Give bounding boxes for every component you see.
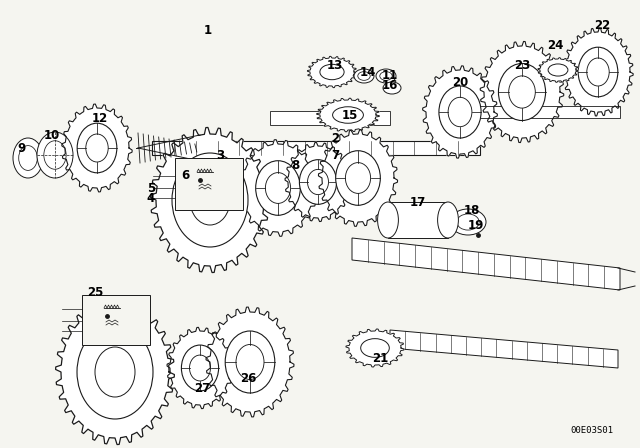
Ellipse shape [177,159,243,241]
Polygon shape [56,299,174,444]
Text: 9: 9 [18,142,26,155]
Ellipse shape [499,64,545,121]
Polygon shape [167,327,233,409]
Ellipse shape [37,132,73,178]
Ellipse shape [13,138,43,178]
Polygon shape [317,98,380,132]
Ellipse shape [548,64,568,76]
Ellipse shape [346,163,371,194]
Text: 27: 27 [194,382,210,395]
Ellipse shape [354,69,374,83]
Ellipse shape [578,47,618,97]
Text: 2: 2 [331,132,339,145]
Polygon shape [239,140,317,237]
Text: 4: 4 [147,191,155,204]
Text: 14: 14 [360,65,376,78]
Text: 20: 20 [452,76,468,89]
Ellipse shape [236,345,264,379]
Ellipse shape [77,123,117,173]
Polygon shape [352,238,620,290]
Polygon shape [390,330,618,368]
Ellipse shape [509,76,535,108]
Polygon shape [285,142,351,222]
Ellipse shape [457,214,479,230]
Ellipse shape [256,161,300,215]
Text: 25: 25 [87,285,103,298]
Bar [175,158,243,210]
Polygon shape [307,56,356,88]
Text: 1: 1 [204,23,212,36]
Bar [270,111,390,125]
Ellipse shape [225,331,275,393]
Ellipse shape [383,82,401,94]
Bar [450,106,620,118]
Ellipse shape [333,107,364,123]
Ellipse shape [77,325,153,419]
Text: 12: 12 [92,112,108,125]
Text: 22: 22 [594,18,610,31]
Polygon shape [480,41,564,142]
Text: 11: 11 [382,69,398,82]
Text: 7: 7 [331,148,339,161]
Text: 21: 21 [372,352,388,365]
Text: 15: 15 [342,108,358,121]
Ellipse shape [181,345,219,391]
Ellipse shape [376,69,396,83]
Ellipse shape [189,355,211,381]
Ellipse shape [86,134,108,162]
Ellipse shape [307,169,328,194]
Text: 6: 6 [181,168,189,181]
Ellipse shape [320,65,344,80]
Text: 23: 23 [514,59,530,72]
Ellipse shape [380,72,392,80]
Polygon shape [206,307,294,417]
Ellipse shape [172,153,248,247]
Bar [82,295,150,345]
Text: 13: 13 [327,59,343,72]
Text: 16: 16 [382,78,398,91]
Ellipse shape [81,331,148,413]
Text: 10: 10 [44,129,60,142]
Text: 26: 26 [240,371,256,384]
Ellipse shape [378,202,398,238]
Polygon shape [319,129,397,226]
Ellipse shape [438,202,458,238]
Ellipse shape [190,175,230,225]
Ellipse shape [191,177,229,223]
Ellipse shape [439,86,481,138]
Ellipse shape [300,159,337,204]
Polygon shape [422,66,497,158]
Ellipse shape [361,339,389,358]
Text: 17: 17 [410,195,426,208]
Ellipse shape [95,347,135,397]
Ellipse shape [358,72,370,80]
Text: 5: 5 [147,181,155,194]
Polygon shape [150,127,269,272]
Polygon shape [62,104,132,192]
Ellipse shape [19,146,37,170]
Polygon shape [538,58,578,82]
Ellipse shape [587,58,609,86]
Ellipse shape [448,97,472,127]
Ellipse shape [266,172,291,203]
Ellipse shape [450,209,486,235]
Text: 19: 19 [468,219,484,232]
Ellipse shape [44,141,66,169]
Bar [388,202,448,238]
Ellipse shape [336,151,380,205]
Polygon shape [346,329,404,367]
Polygon shape [563,28,633,116]
Text: 24: 24 [547,39,563,52]
Bar [152,141,480,155]
Ellipse shape [96,349,134,395]
Text: 18: 18 [464,203,480,216]
Text: 8: 8 [291,159,299,172]
Text: 3: 3 [216,148,224,161]
Text: 00E03S01: 00E03S01 [570,426,614,435]
